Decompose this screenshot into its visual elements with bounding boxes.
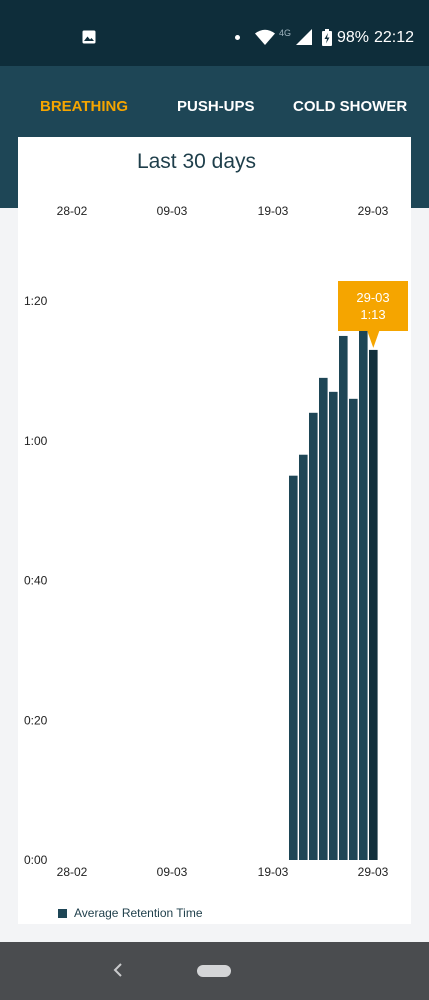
status-bar: 4G 98% 22:12 — [0, 0, 429, 66]
tooltip-value: 1:13 — [360, 307, 385, 322]
bar — [319, 377, 328, 860]
x-tick-label-top: 09-03 — [157, 204, 188, 218]
legend-swatch — [58, 908, 67, 918]
bar — [309, 412, 318, 860]
x-tick-label-top: 28-02 — [57, 204, 88, 218]
signal-icon — [296, 29, 312, 45]
battery-icon — [322, 29, 332, 46]
y-tick-label: 1:20 — [24, 294, 48, 308]
clock: 22:12 — [374, 29, 415, 46]
battery-percentage: 98% — [337, 29, 370, 46]
bar — [329, 391, 338, 860]
bar — [359, 307, 368, 860]
x-tick-label-top: 19-03 — [258, 204, 289, 218]
x-tick-label: 28-02 — [57, 865, 88, 879]
bar — [289, 475, 298, 860]
home-pill-icon[interactable] — [197, 965, 231, 977]
tab-push-ups[interactable]: PUSH-UPS — [177, 98, 255, 115]
bar — [339, 335, 348, 860]
y-tick-label: 1:00 — [24, 434, 48, 448]
legend-label: Average Retention Time — [74, 906, 203, 920]
image-icon — [82, 30, 96, 44]
x-tick-label: 19-03 — [258, 865, 289, 879]
bar — [369, 349, 378, 860]
tab-breathing[interactable]: BREATHING — [40, 98, 129, 115]
back-icon[interactable] — [112, 962, 124, 978]
chart-legend: Average Retention Time — [58, 906, 203, 920]
tooltip-date: 29-03 — [356, 290, 389, 305]
x-tick-label-top: 29-03 — [358, 204, 389, 218]
bar — [299, 454, 308, 860]
bar — [349, 398, 358, 860]
network-type: 4G — [279, 28, 292, 38]
wifi-icon — [255, 29, 275, 45]
y-tick-label: 0:20 — [24, 713, 48, 727]
tab-cold-shower[interactable]: COLD SHOWER — [293, 98, 408, 115]
y-tick-label: 0:40 — [24, 574, 48, 588]
chart-title: Last 30 days — [136, 150, 257, 173]
dot-icon — [235, 35, 240, 40]
y-tick-label: 0:00 — [24, 853, 48, 867]
tooltip-box — [338, 281, 408, 331]
x-tick-label: 09-03 — [157, 865, 188, 879]
x-tick-label: 29-03 — [358, 865, 389, 879]
tooltip-pointer — [367, 331, 380, 348]
